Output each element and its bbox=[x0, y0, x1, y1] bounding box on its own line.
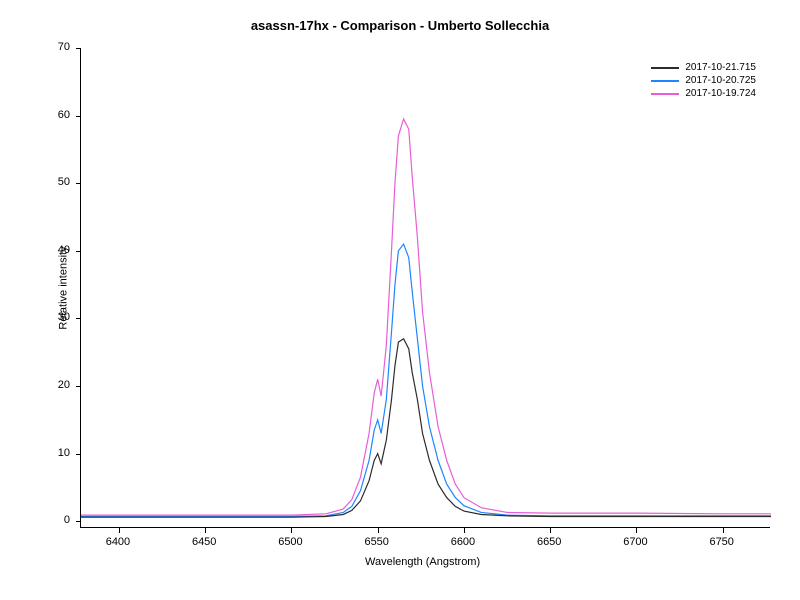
chart-container: asassn-17hx - Comparison - Umberto Solle… bbox=[0, 0, 800, 600]
legend: 2017-10-21.715 2017-10-20.725 2017-10-19.7… bbox=[651, 62, 756, 101]
legend-item: 2017-10-21.715 bbox=[651, 62, 756, 73]
legend-swatch bbox=[651, 67, 679, 69]
plot-area: 2017-10-21.715 2017-10-20.725 2017-10-19.7… bbox=[80, 48, 770, 528]
y-tick-label: 60 bbox=[40, 109, 70, 121]
y-tick bbox=[76, 521, 81, 522]
x-tick-label: 6700 bbox=[623, 536, 647, 548]
x-axis-label: Wavelength (Angstrom) bbox=[365, 556, 480, 568]
legend-label: 2017-10-20.725 bbox=[685, 75, 756, 86]
y-tick bbox=[76, 116, 81, 117]
x-tick bbox=[119, 528, 120, 533]
y-tick-label: 0 bbox=[40, 514, 70, 526]
x-tick bbox=[723, 528, 724, 533]
y-tick bbox=[76, 48, 81, 49]
series-line bbox=[81, 244, 771, 516]
x-tick-label: 6450 bbox=[192, 536, 216, 548]
x-tick-label: 6650 bbox=[537, 536, 561, 548]
x-tick-label: 6600 bbox=[451, 536, 475, 548]
legend-swatch bbox=[651, 93, 679, 95]
x-tick bbox=[636, 528, 637, 533]
y-tick bbox=[76, 183, 81, 184]
series-line bbox=[81, 119, 771, 515]
legend-label: 2017-10-19.724 bbox=[685, 88, 756, 99]
legend-item: 2017-10-19.724 bbox=[651, 88, 756, 99]
x-tick bbox=[464, 528, 465, 533]
y-tick-label: 70 bbox=[40, 41, 70, 53]
x-tick bbox=[550, 528, 551, 533]
x-tick-label: 6400 bbox=[106, 536, 130, 548]
y-tick bbox=[76, 454, 81, 455]
series-line bbox=[81, 339, 771, 517]
x-tick-label: 6550 bbox=[364, 536, 388, 548]
chart-title: asassn-17hx - Comparison - Umberto Solle… bbox=[251, 18, 549, 33]
y-tick-label: 30 bbox=[40, 311, 70, 323]
x-tick bbox=[291, 528, 292, 533]
y-tick-label: 40 bbox=[40, 244, 70, 256]
series-lines bbox=[81, 48, 771, 528]
y-tick bbox=[76, 386, 81, 387]
y-tick-label: 50 bbox=[40, 176, 70, 188]
legend-item: 2017-10-20.725 bbox=[651, 75, 756, 86]
x-tick bbox=[378, 528, 379, 533]
y-tick-label: 20 bbox=[40, 379, 70, 391]
y-tick bbox=[76, 251, 81, 252]
legend-swatch bbox=[651, 80, 679, 82]
y-tick-label: 10 bbox=[40, 447, 70, 459]
legend-label: 2017-10-21.715 bbox=[685, 62, 756, 73]
x-tick bbox=[205, 528, 206, 533]
x-tick-label: 6750 bbox=[709, 536, 733, 548]
y-tick bbox=[76, 318, 81, 319]
x-tick-label: 6500 bbox=[278, 536, 302, 548]
